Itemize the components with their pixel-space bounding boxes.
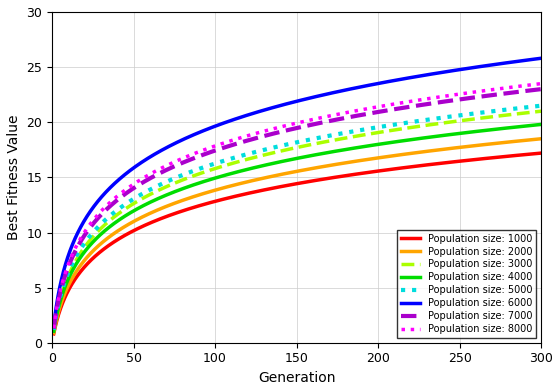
Population size: 4000: (262, 19.2): 4000: (262, 19.2) bbox=[475, 129, 482, 133]
Population size: 5000: (52.8, 13.3): 5000: (52.8, 13.3) bbox=[135, 194, 142, 198]
Population size: 4000: (116, 15.6): 4000: (116, 15.6) bbox=[237, 169, 244, 173]
Population size: 3000: (300, 21): 3000: (300, 21) bbox=[538, 109, 544, 114]
Population size: 5000: (129, 17.4): 5000: (129, 17.4) bbox=[258, 148, 265, 153]
Population size: 6000: (262, 25): 6000: (262, 25) bbox=[475, 64, 482, 69]
Population size: 6000: (116, 20.4): 6000: (116, 20.4) bbox=[237, 115, 244, 120]
Population size: 7000: (52.8, 14.3): 7000: (52.8, 14.3) bbox=[135, 183, 142, 187]
Population size: 4000: (1, 1.05): 4000: (1, 1.05) bbox=[50, 329, 57, 334]
Population size: 7000: (1, 1.28): 7000: (1, 1.28) bbox=[50, 326, 57, 331]
Population size: 5000: (300, 21.5): 5000: (300, 21.5) bbox=[538, 103, 544, 108]
Population size: 3000: (116, 16.5): 3000: (116, 16.5) bbox=[237, 159, 244, 163]
Population size: 7000: (300, 23): 7000: (300, 23) bbox=[538, 87, 544, 91]
Population size: 5000: (294, 21.4): 5000: (294, 21.4) bbox=[528, 104, 535, 109]
Population size: 6000: (1, 1.5): 6000: (1, 1.5) bbox=[50, 324, 57, 328]
Population size: 2000: (35.1, 9.6): 2000: (35.1, 9.6) bbox=[106, 234, 113, 239]
Population size: 2000: (1, 0.901): 2000: (1, 0.901) bbox=[50, 330, 57, 335]
Population size: 1000: (116, 13.4): 1000: (116, 13.4) bbox=[237, 193, 244, 198]
X-axis label: Generation: Generation bbox=[258, 371, 335, 385]
Population size: 1000: (1, 0.813): 1000: (1, 0.813) bbox=[50, 332, 57, 336]
Legend: Population size: 1000, Population size: 2000, Population size: 3000, Population : Population size: 1000, Population size: … bbox=[396, 230, 536, 338]
Population size: 4000: (294, 19.7): 4000: (294, 19.7) bbox=[528, 123, 535, 128]
Population size: 8000: (35.1, 12.7): 8000: (35.1, 12.7) bbox=[106, 201, 113, 205]
Population size: 7000: (116, 18.2): 7000: (116, 18.2) bbox=[237, 140, 244, 145]
Population size: 8000: (129, 19.1): 8000: (129, 19.1) bbox=[258, 129, 265, 134]
Population size: 3000: (1, 1.08): 3000: (1, 1.08) bbox=[50, 328, 57, 333]
Population size: 6000: (129, 21): 6000: (129, 21) bbox=[258, 109, 265, 113]
Population size: 7000: (35.1, 12.3): 7000: (35.1, 12.3) bbox=[106, 205, 113, 209]
Population size: 2000: (52.8, 11.2): 2000: (52.8, 11.2) bbox=[135, 217, 142, 221]
Population size: 2000: (294, 18.4): 2000: (294, 18.4) bbox=[528, 137, 535, 142]
Population size: 3000: (35.1, 11.1): 3000: (35.1, 11.1) bbox=[106, 218, 113, 223]
Population size: 2000: (262, 17.9): 2000: (262, 17.9) bbox=[475, 143, 482, 147]
Line: Population size: 3000: Population size: 3000 bbox=[54, 111, 541, 331]
Population size: 4000: (129, 16): 4000: (129, 16) bbox=[258, 163, 265, 168]
Population size: 2000: (300, 18.5): 2000: (300, 18.5) bbox=[538, 136, 544, 141]
Population size: 5000: (35.1, 11.5): 5000: (35.1, 11.5) bbox=[106, 214, 113, 219]
Population size: 2000: (116, 14.4): 2000: (116, 14.4) bbox=[237, 181, 244, 186]
Population size: 3000: (129, 17): 3000: (129, 17) bbox=[258, 153, 265, 158]
Population size: 1000: (294, 17.1): 1000: (294, 17.1) bbox=[528, 152, 535, 156]
Population size: 8000: (262, 22.8): 8000: (262, 22.8) bbox=[475, 89, 482, 94]
Population size: 6000: (300, 25.8): 6000: (300, 25.8) bbox=[538, 56, 544, 61]
Population size: 8000: (116, 18.6): 8000: (116, 18.6) bbox=[237, 135, 244, 140]
Population size: 1000: (129, 13.8): 1000: (129, 13.8) bbox=[258, 188, 265, 193]
Population size: 4000: (35.1, 10.5): 4000: (35.1, 10.5) bbox=[106, 225, 113, 229]
Population size: 7000: (129, 18.7): 7000: (129, 18.7) bbox=[258, 134, 265, 139]
Line: Population size: 4000: Population size: 4000 bbox=[54, 124, 541, 331]
Population size: 8000: (1, 1.34): 8000: (1, 1.34) bbox=[50, 326, 57, 330]
Line: Population size: 2000: Population size: 2000 bbox=[54, 139, 541, 333]
Line: Population size: 7000: Population size: 7000 bbox=[54, 89, 541, 328]
Population size: 2000: (129, 14.9): 2000: (129, 14.9) bbox=[258, 176, 265, 181]
Population size: 1000: (300, 17.2): 1000: (300, 17.2) bbox=[538, 151, 544, 156]
Population size: 6000: (294, 25.7): 6000: (294, 25.7) bbox=[528, 57, 535, 62]
Line: Population size: 1000: Population size: 1000 bbox=[54, 153, 541, 334]
Population size: 7000: (294, 22.9): 7000: (294, 22.9) bbox=[528, 88, 535, 93]
Y-axis label: Best Fitness Value: Best Fitness Value bbox=[7, 114, 21, 240]
Population size: 1000: (262, 16.7): 1000: (262, 16.7) bbox=[475, 157, 482, 162]
Population size: 4000: (300, 19.8): 4000: (300, 19.8) bbox=[538, 122, 544, 127]
Population size: 5000: (262, 20.8): 5000: (262, 20.8) bbox=[475, 111, 482, 115]
Population size: 3000: (52.8, 12.9): 3000: (52.8, 12.9) bbox=[135, 198, 142, 203]
Population size: 1000: (52.8, 10.4): 1000: (52.8, 10.4) bbox=[135, 226, 142, 231]
Population size: 8000: (294, 23.4): 8000: (294, 23.4) bbox=[528, 82, 535, 87]
Population size: 8000: (52.8, 14.7): 8000: (52.8, 14.7) bbox=[135, 179, 142, 183]
Population size: 8000: (300, 23.5): 8000: (300, 23.5) bbox=[538, 81, 544, 86]
Population size: 4000: (52.8, 12.2): 4000: (52.8, 12.2) bbox=[135, 206, 142, 211]
Population size: 3000: (294, 20.9): 3000: (294, 20.9) bbox=[528, 110, 535, 114]
Population size: 5000: (1, 1.17): 5000: (1, 1.17) bbox=[50, 328, 57, 332]
Population size: 5000: (116, 16.9): 5000: (116, 16.9) bbox=[237, 154, 244, 158]
Population size: 6000: (35.1, 14): 6000: (35.1, 14) bbox=[106, 186, 113, 191]
Population size: 7000: (262, 22.3): 7000: (262, 22.3) bbox=[475, 94, 482, 99]
Population size: 6000: (52.8, 16.2): 6000: (52.8, 16.2) bbox=[135, 162, 142, 167]
Population size: 1000: (35.1, 8.86): 1000: (35.1, 8.86) bbox=[106, 243, 113, 247]
Line: Population size: 5000: Population size: 5000 bbox=[54, 106, 541, 330]
Population size: 3000: (262, 20.4): 3000: (262, 20.4) bbox=[475, 116, 482, 121]
Line: Population size: 6000: Population size: 6000 bbox=[54, 58, 541, 326]
Line: Population size: 8000: Population size: 8000 bbox=[54, 83, 541, 328]
